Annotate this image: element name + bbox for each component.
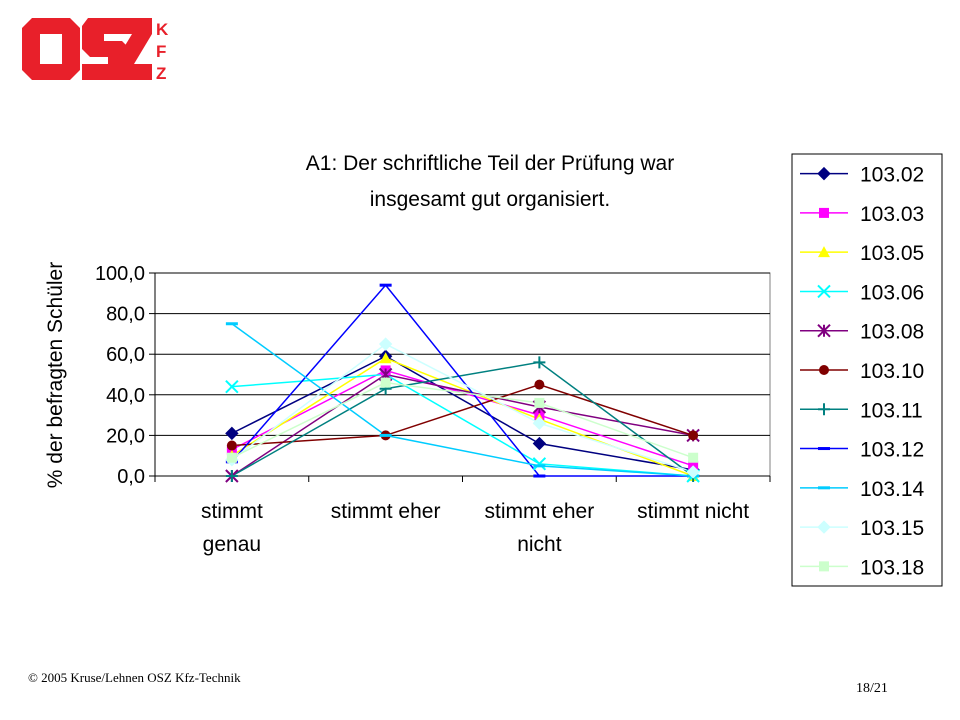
data-point [533,356,546,369]
x-tick-label: stimmt nicht [637,500,749,523]
y-tick-label: 40,0 [106,385,145,407]
chart-title: A1: Der schriftliche Teil der Prüfung wa… [306,152,674,211]
data-point [534,397,545,408]
data-point [688,452,699,463]
data-point [532,457,547,471]
data-point [380,377,391,388]
x-tick-label: stimmt eher [331,500,441,523]
series-line-103-08 [231,373,694,477]
series-line-103-14 [231,323,694,477]
series-line-103-11 [231,361,694,477]
data-point [818,447,830,451]
x-tick-label: nicht [517,533,562,556]
x-tick-label: stimmt eher [485,500,595,523]
chart-title-line: A1: Der schriftliche Teil der Prüfung wa… [306,152,674,175]
data-point [819,207,829,218]
series-line-103-12 [231,284,694,477]
x-tick-label: genau [203,533,261,556]
gridlines [149,272,771,482]
legend-label: 103.12 [860,439,924,462]
y-tick-labels: 100,0 80,0 60,0 40,0 20,0 0,0 [95,263,145,488]
data-point [818,486,830,490]
series-line-103-06 [231,373,694,477]
data-point [819,365,829,375]
y-tick-label: 60,0 [106,344,145,366]
data-point [817,324,831,338]
legend-label: 103.05 [860,242,924,265]
data-point [379,352,392,364]
data-point [818,403,830,416]
legend-label: 103.02 [860,164,924,187]
legend-label: 103.18 [860,556,924,579]
data-point [379,283,392,287]
osz-kfz-logo: K F Z [22,18,168,83]
data-point [225,426,239,441]
data-point [817,284,831,299]
logo-letter-z: Z [156,64,166,83]
y-tick-label: 80,0 [106,304,145,326]
series-line-103-10 [231,383,694,447]
logo-letter-f: F [156,42,166,61]
footer-copyright: © 2005 Kruse/Lehnen OSZ Kfz-Technik [28,670,241,685]
series-line-103-02 [231,355,694,471]
chart-title-line: insgesamt gut organisiert. [370,188,610,211]
y-tick-label: 100,0 [95,263,145,285]
y-tick-label: 0,0 [117,466,145,488]
series-lines [231,284,694,477]
y-axis-label-group: % der befragten Schüler [44,262,67,488]
page-number: 18/21 [856,681,888,696]
data-point [686,465,700,479]
legend-label: 103.06 [860,281,924,304]
legend-label: 103.10 [860,360,924,383]
data-point [532,416,547,430]
data-point [534,379,545,390]
legend-label: 103.15 [860,517,924,540]
data-point [226,452,237,463]
y-tick-label: 20,0 [106,425,145,447]
data-point [225,322,238,326]
data-point [378,337,393,351]
legend-label: 103.11 [860,399,923,422]
series-line-103-18 [231,381,694,459]
logo-letter-k: K [156,20,168,39]
data-point [818,246,830,258]
data-point [817,520,831,534]
series-line-103-15 [231,343,694,473]
x-tick-label: stimmt [201,500,263,523]
series-markers [225,283,700,483]
data-point [533,474,546,478]
legend-label: 103.03 [860,203,924,226]
data-point [532,436,547,451]
data-point [225,470,238,482]
data-point [819,561,829,572]
x-tick-labels: stimmt genau stimmt eher stimmt eher nicht st… [201,500,749,556]
data-point [225,379,239,394]
data-point [688,430,699,441]
data-point [379,433,392,437]
y-axis-label: % der befragten Schüler [44,262,67,488]
data-point [533,464,546,468]
data-point [817,166,831,181]
legend: 103.02 103.03 103.05 103.06 103.08 103.10 103.… [791,153,943,587]
data-point [226,440,237,451]
legend-label: 103.14 [860,478,925,501]
legend-label: 103.08 [860,321,924,344]
